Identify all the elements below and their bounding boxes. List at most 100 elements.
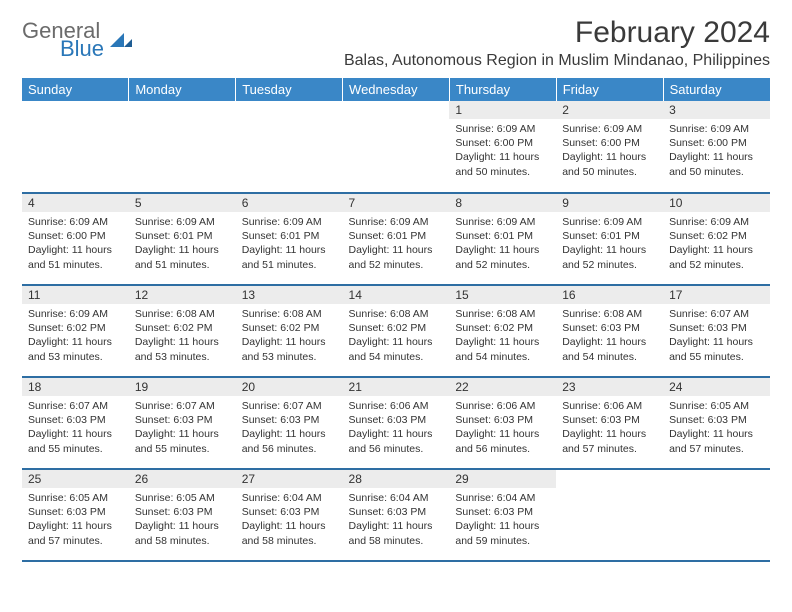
calendar-cell [556,469,663,561]
daylight-line: Daylight: 11 hours and 51 minutes. [242,243,339,271]
day-number: 27 [236,470,343,488]
sunrise-line: Sunrise: 6:04 AM [455,491,552,505]
day-details: Sunrise: 6:06 AMSunset: 6:03 PMDaylight:… [343,396,450,458]
day-number: 2 [556,101,663,119]
calendar-cell: 23Sunrise: 6:06 AMSunset: 6:03 PMDayligh… [556,377,663,469]
day-details: Sunrise: 6:04 AMSunset: 6:03 PMDaylight:… [236,488,343,550]
calendar-cell: 12Sunrise: 6:08 AMSunset: 6:02 PMDayligh… [129,285,236,377]
sunrise-line: Sunrise: 6:09 AM [562,122,659,136]
sunrise-line: Sunrise: 6:05 AM [669,399,766,413]
day-number: 18 [22,378,129,396]
sunset-line: Sunset: 6:02 PM [669,229,766,243]
calendar-week-row: 18Sunrise: 6:07 AMSunset: 6:03 PMDayligh… [22,377,770,469]
page-header: General Blue February 2024 Balas, Autono… [22,16,770,70]
day-details: Sunrise: 6:09 AMSunset: 6:02 PMDaylight:… [663,212,770,274]
daylight-line: Daylight: 11 hours and 54 minutes. [349,335,446,363]
day-details: Sunrise: 6:09 AMSunset: 6:00 PMDaylight:… [22,212,129,274]
sunrise-line: Sunrise: 6:09 AM [135,215,232,229]
sunrise-line: Sunrise: 6:09 AM [455,122,552,136]
calendar-cell: 22Sunrise: 6:06 AMSunset: 6:03 PMDayligh… [449,377,556,469]
daylight-line: Daylight: 11 hours and 57 minutes. [562,427,659,455]
sunset-line: Sunset: 6:03 PM [669,321,766,335]
sunset-line: Sunset: 6:02 PM [28,321,125,335]
weekday-header: Friday [556,78,663,101]
sunset-line: Sunset: 6:03 PM [455,413,552,427]
sunset-line: Sunset: 6:03 PM [135,505,232,519]
sunrise-line: Sunrise: 6:08 AM [562,307,659,321]
daylight-line: Daylight: 11 hours and 56 minutes. [455,427,552,455]
sunset-line: Sunset: 6:02 PM [455,321,552,335]
weekday-header: Monday [129,78,236,101]
daylight-line: Daylight: 11 hours and 53 minutes. [242,335,339,363]
brand-logo: General Blue [22,16,132,60]
calendar-cell: 2Sunrise: 6:09 AMSunset: 6:00 PMDaylight… [556,101,663,193]
sunrise-line: Sunrise: 6:07 AM [242,399,339,413]
sunrise-line: Sunrise: 6:09 AM [669,215,766,229]
sunrise-line: Sunrise: 6:05 AM [28,491,125,505]
sunrise-line: Sunrise: 6:08 AM [135,307,232,321]
day-details: Sunrise: 6:07 AMSunset: 6:03 PMDaylight:… [129,396,236,458]
day-details: Sunrise: 6:07 AMSunset: 6:03 PMDaylight:… [22,396,129,458]
sunrise-line: Sunrise: 6:08 AM [242,307,339,321]
calendar-cell: 24Sunrise: 6:05 AMSunset: 6:03 PMDayligh… [663,377,770,469]
day-number: 13 [236,286,343,304]
sunset-line: Sunset: 6:02 PM [135,321,232,335]
day-details [343,105,450,110]
day-number: 5 [129,194,236,212]
sunrise-line: Sunrise: 6:09 AM [28,307,125,321]
weekday-header: Sunday [22,78,129,101]
calendar-week-row: 25Sunrise: 6:05 AMSunset: 6:03 PMDayligh… [22,469,770,561]
sunset-line: Sunset: 6:01 PM [455,229,552,243]
sunrise-line: Sunrise: 6:09 AM [242,215,339,229]
sunset-line: Sunset: 6:00 PM [28,229,125,243]
day-details: Sunrise: 6:07 AMSunset: 6:03 PMDaylight:… [663,304,770,366]
calendar-table: Sunday Monday Tuesday Wednesday Thursday… [22,78,770,562]
day-details: Sunrise: 6:08 AMSunset: 6:02 PMDaylight:… [236,304,343,366]
sunset-line: Sunset: 6:00 PM [669,136,766,150]
sunrise-line: Sunrise: 6:04 AM [242,491,339,505]
day-details [236,105,343,110]
calendar-cell: 3Sunrise: 6:09 AMSunset: 6:00 PMDaylight… [663,101,770,193]
sunset-line: Sunset: 6:03 PM [349,505,446,519]
day-details: Sunrise: 6:09 AMSunset: 6:01 PMDaylight:… [343,212,450,274]
day-details: Sunrise: 6:05 AMSunset: 6:03 PMDaylight:… [663,396,770,458]
daylight-line: Daylight: 11 hours and 57 minutes. [669,427,766,455]
sunset-line: Sunset: 6:01 PM [349,229,446,243]
sunset-line: Sunset: 6:02 PM [349,321,446,335]
daylight-line: Daylight: 11 hours and 54 minutes. [455,335,552,363]
sunset-line: Sunset: 6:03 PM [562,413,659,427]
sunset-line: Sunset: 6:01 PM [242,229,339,243]
sunrise-line: Sunrise: 6:06 AM [562,399,659,413]
day-number: 6 [236,194,343,212]
sunset-line: Sunset: 6:03 PM [135,413,232,427]
day-details: Sunrise: 6:09 AMSunset: 6:01 PMDaylight:… [449,212,556,274]
day-details: Sunrise: 6:08 AMSunset: 6:02 PMDaylight:… [129,304,236,366]
sunrise-line: Sunrise: 6:09 AM [349,215,446,229]
day-number: 12 [129,286,236,304]
day-details [22,105,129,110]
daylight-line: Daylight: 11 hours and 53 minutes. [28,335,125,363]
sunset-line: Sunset: 6:03 PM [455,505,552,519]
calendar-cell: 15Sunrise: 6:08 AMSunset: 6:02 PMDayligh… [449,285,556,377]
sunset-line: Sunset: 6:01 PM [562,229,659,243]
sunset-line: Sunset: 6:00 PM [562,136,659,150]
calendar-week-row: 11Sunrise: 6:09 AMSunset: 6:02 PMDayligh… [22,285,770,377]
day-details: Sunrise: 6:04 AMSunset: 6:03 PMDaylight:… [343,488,450,550]
sunrise-line: Sunrise: 6:07 AM [669,307,766,321]
sunrise-line: Sunrise: 6:08 AM [455,307,552,321]
day-number: 3 [663,101,770,119]
calendar-cell: 19Sunrise: 6:07 AMSunset: 6:03 PMDayligh… [129,377,236,469]
sunrise-line: Sunrise: 6:04 AM [349,491,446,505]
day-number: 25 [22,470,129,488]
calendar-cell: 13Sunrise: 6:08 AMSunset: 6:02 PMDayligh… [236,285,343,377]
daylight-line: Daylight: 11 hours and 51 minutes. [28,243,125,271]
day-details [556,474,663,479]
sunset-line: Sunset: 6:03 PM [242,505,339,519]
day-details: Sunrise: 6:09 AMSunset: 6:01 PMDaylight:… [236,212,343,274]
calendar-cell: 14Sunrise: 6:08 AMSunset: 6:02 PMDayligh… [343,285,450,377]
day-details: Sunrise: 6:05 AMSunset: 6:03 PMDaylight:… [129,488,236,550]
daylight-line: Daylight: 11 hours and 55 minutes. [669,335,766,363]
day-details: Sunrise: 6:09 AMSunset: 6:00 PMDaylight:… [449,119,556,181]
daylight-line: Daylight: 11 hours and 50 minutes. [669,150,766,178]
sunrise-line: Sunrise: 6:06 AM [349,399,446,413]
